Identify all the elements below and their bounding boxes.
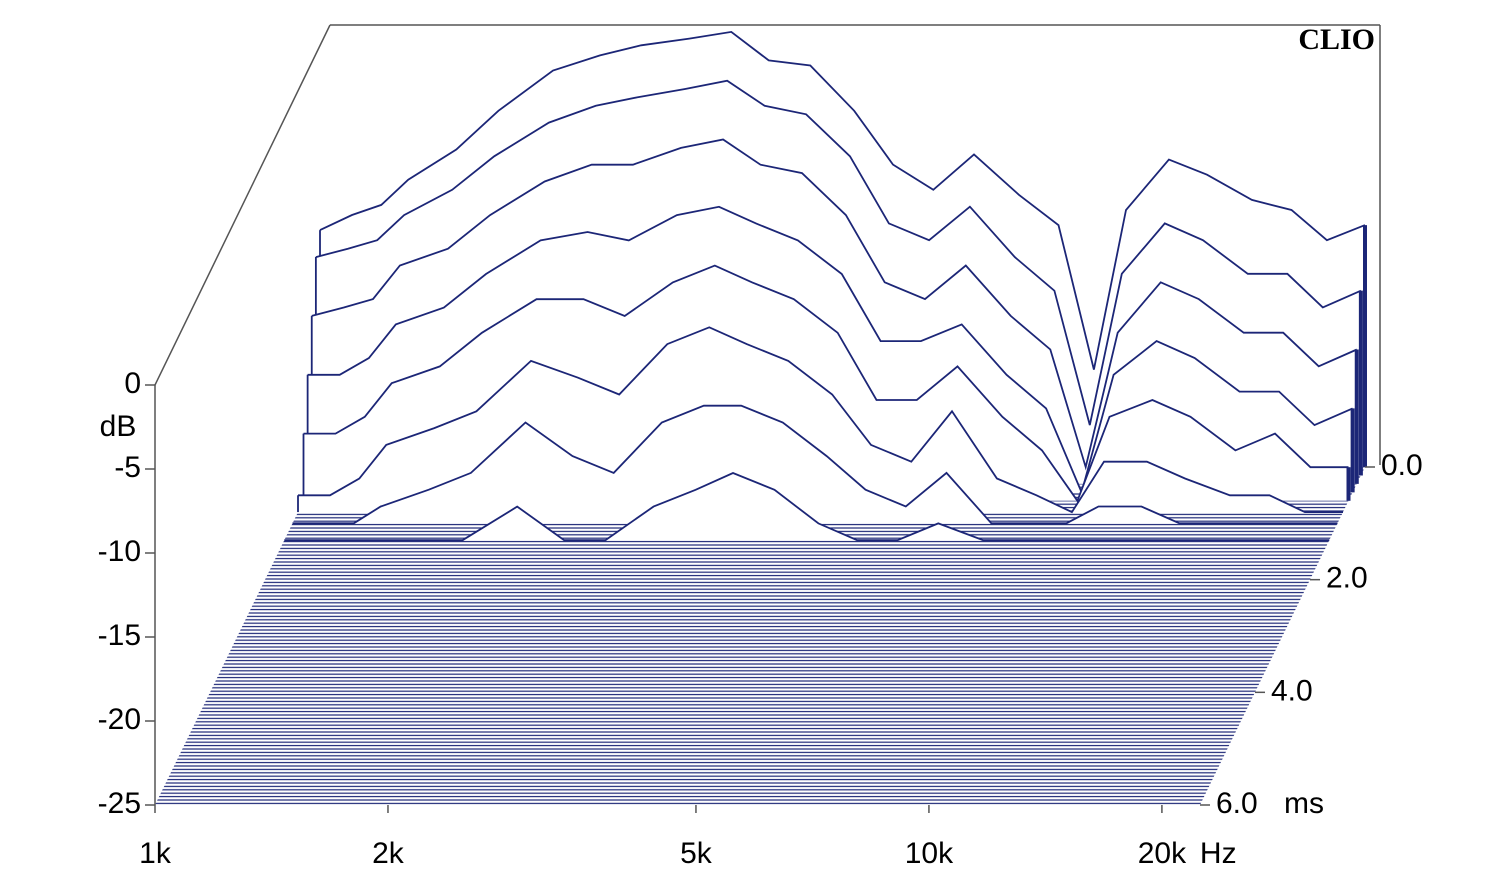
floor — [155, 467, 1365, 805]
slice-line — [315, 79, 1362, 426]
slice-line — [284, 472, 1330, 542]
slice-line — [303, 264, 1349, 503]
frame-edge — [154, 24, 331, 386]
y-tick-label: -10 — [98, 535, 141, 568]
slice-line — [307, 205, 1353, 496]
x-tick-label: 20k — [1138, 837, 1187, 870]
slice-fill — [292, 405, 1338, 524]
y-axis-label: dB — [100, 410, 137, 443]
x-tick-label: 1k — [139, 837, 172, 870]
y-tick-label: -20 — [98, 703, 141, 736]
slice-line — [311, 138, 1358, 471]
y-tick-label: 0 — [124, 367, 141, 400]
z-tick-label: 0.0 — [1381, 449, 1423, 482]
x-tick-label: 10k — [905, 837, 954, 870]
frame — [154, 24, 1381, 805]
slice-line — [319, 30, 1366, 370]
z-unit: ms — [1284, 787, 1324, 820]
slice-line — [298, 326, 1343, 514]
z-tick-label: 4.0 — [1271, 674, 1313, 707]
y-tick-label: -25 — [98, 787, 141, 820]
slice-line — [292, 404, 1338, 525]
plot — [284, 30, 1367, 542]
z-tick-label: 6.0 — [1216, 787, 1258, 820]
x-tick-label: 5k — [680, 837, 713, 870]
watermark: CLIO — [1298, 23, 1375, 56]
x-tick-label: 2k — [372, 837, 405, 870]
x-unit: Hz — [1200, 837, 1237, 870]
y-tick-label: -5 — [114, 451, 141, 484]
slice-fill — [284, 473, 1330, 541]
z-tick-label: 2.0 — [1326, 562, 1368, 595]
y-tick-label: -15 — [98, 619, 141, 652]
